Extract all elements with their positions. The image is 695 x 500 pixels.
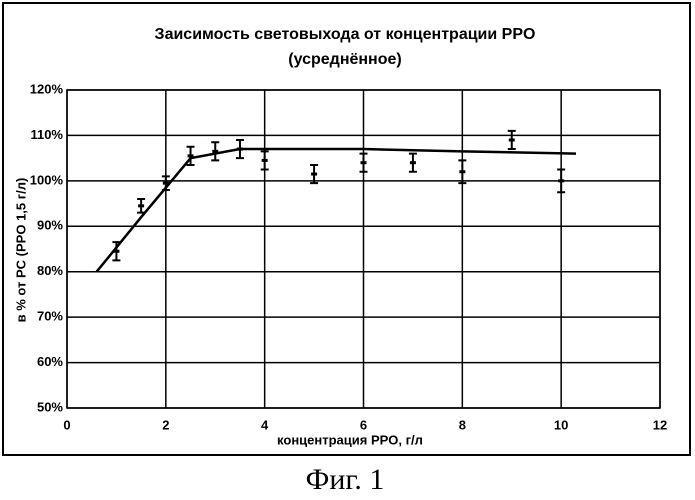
- fit-curve: [97, 149, 576, 272]
- data-point: [361, 161, 367, 164]
- y-tick-label: 60%: [37, 354, 63, 369]
- x-tick-label: 8: [459, 417, 466, 432]
- y-tick-label: 110%: [30, 127, 63, 142]
- x-tick-label: 6: [360, 417, 367, 432]
- x-tick-label: 4: [261, 417, 269, 432]
- data-point: [138, 204, 144, 207]
- x-axis-label: концентрация PPO, г/л: [277, 432, 423, 447]
- data-point: [509, 138, 515, 141]
- caption: Фиг. 1: [306, 463, 385, 496]
- data-point: [237, 148, 243, 151]
- chart-subtitle: (усреднённое): [288, 51, 401, 68]
- data-point: [113, 250, 119, 253]
- x-tick-label: 12: [653, 417, 667, 432]
- y-axis-label: в % от PC (PPO 1,5 г/л): [13, 178, 28, 323]
- chart: Заисимость световыхода от концентрации P…: [0, 0, 695, 500]
- y-tick-label: 90%: [37, 218, 63, 233]
- data-point: [459, 170, 465, 173]
- data-point: [188, 154, 194, 157]
- y-tick-label: 50%: [37, 399, 63, 414]
- x-tick-label: 0: [63, 417, 70, 432]
- data-point: [212, 150, 218, 153]
- data-point: [262, 159, 268, 162]
- x-tick-label: 2: [162, 417, 169, 432]
- data-point: [163, 182, 169, 185]
- y-tick-label: 120%: [30, 81, 64, 96]
- data-point: [311, 173, 317, 176]
- y-tick-label: 80%: [37, 263, 63, 278]
- chart-title: Заисимость световыхода от концентрации P…: [155, 26, 536, 43]
- y-tick-label: 100%: [30, 172, 64, 187]
- data-point: [410, 161, 416, 164]
- chart-border: [3, 3, 690, 455]
- x-tick-label: 10: [554, 417, 568, 432]
- page: Заисимость световыхода от концентрации P…: [0, 0, 695, 500]
- data-point: [558, 179, 564, 182]
- y-tick-label: 70%: [37, 309, 63, 324]
